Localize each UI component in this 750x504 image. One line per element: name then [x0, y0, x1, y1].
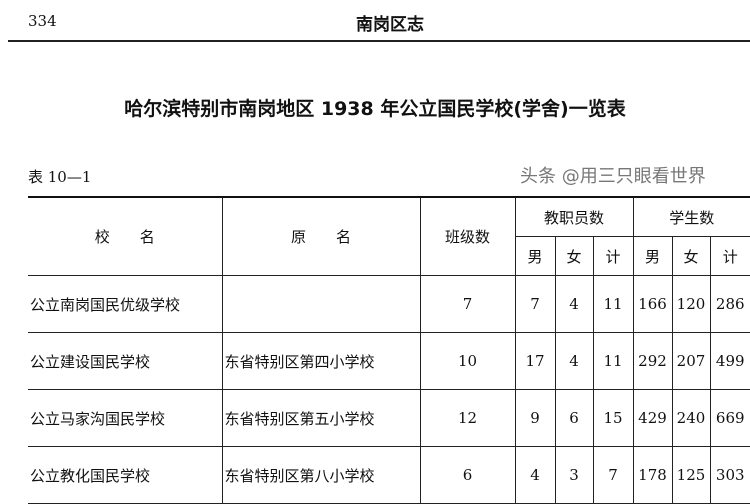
header-classes: 班级数	[419, 196, 516, 276]
header-students: 学生数	[632, 196, 750, 237]
schools-table: 校 名 原 名 班级数 教职员数 学生数 男 女 计 男 女 计 公立南岗国民优…	[28, 196, 750, 504]
cell-sf: 4	[554, 332, 594, 390]
table-row: 公立马家沟国民学校 东省特别区第五小学校 12 9 6 15 429 240 669	[28, 389, 750, 447]
table-row: 公立教化国民学校 东省特别区第八小学校 6 4 3 7 178 125 303	[28, 446, 750, 504]
cell-sf: 3	[554, 446, 594, 504]
cell-school: 公立南岗国民优级学校	[28, 275, 223, 333]
cell-st: 11	[592, 332, 634, 390]
header-school: 校 名	[28, 196, 223, 276]
table-row: 公立南岗国民优级学校 7 7 4 11 166 120 286	[28, 275, 750, 333]
cell-school: 公立建设国民学校	[28, 332, 223, 390]
cell-pf: 240	[671, 389, 711, 447]
header-students-male: 男	[632, 236, 673, 276]
cell-pm: 292	[632, 332, 673, 390]
cell-pm: 429	[632, 389, 673, 447]
cell-sm: 17	[514, 332, 556, 390]
header-staff-male: 男	[515, 236, 556, 276]
cell-original: 东省特别区第五小学校	[221, 389, 421, 447]
cell-original: 东省特别区第四小学校	[221, 332, 421, 390]
cell-sm: 7	[514, 275, 556, 333]
table-title: 哈尔滨特别市南岗地区 1938 年公立国民学校(学舍)一览表	[124, 98, 626, 120]
cell-st: 11	[592, 275, 634, 333]
header-staff-female: 女	[554, 236, 594, 276]
cell-pt: 303	[709, 446, 750, 504]
cell-pm: 178	[632, 446, 673, 504]
cell-sf: 4	[554, 275, 594, 333]
cell-pf: 207	[671, 332, 711, 390]
cell-pf: 120	[671, 275, 711, 333]
cell-pt: 669	[709, 389, 750, 447]
watermark: 头条 @用三只眼看世界	[520, 166, 706, 187]
cell-pf: 125	[671, 446, 711, 504]
header-staff-total: 计	[592, 236, 634, 276]
cell-school: 公立马家沟国民学校	[28, 389, 223, 447]
page-number: 334	[28, 12, 57, 30]
cell-sf: 6	[554, 389, 594, 447]
cell-classes: 12	[419, 389, 516, 447]
cell-pt: 499	[709, 332, 750, 390]
header-staff: 教职员数	[514, 196, 634, 237]
cell-classes: 7	[419, 275, 516, 333]
cell-original: 东省特别区第八小学校	[221, 446, 421, 504]
header-students-total: 计	[709, 236, 750, 276]
cell-sm: 4	[514, 446, 556, 504]
cell-classes: 10	[419, 332, 516, 390]
running-header: 南岗区志	[356, 15, 424, 35]
header-students-female: 女	[671, 236, 711, 276]
cell-pt: 286	[709, 275, 750, 333]
cell-original	[221, 275, 421, 333]
cell-classes: 6	[419, 446, 516, 504]
cell-sm: 9	[514, 389, 556, 447]
header-rule	[8, 40, 750, 42]
header-original: 原 名	[221, 196, 421, 276]
table-number: 表 10—1	[28, 168, 92, 186]
cell-pm: 166	[632, 275, 673, 333]
table-row: 公立建设国民学校 东省特别区第四小学校 10 17 4 11 292 207 499	[28, 332, 750, 390]
cell-st: 15	[592, 389, 634, 447]
cell-st: 7	[592, 446, 634, 504]
cell-school: 公立教化国民学校	[28, 446, 223, 504]
